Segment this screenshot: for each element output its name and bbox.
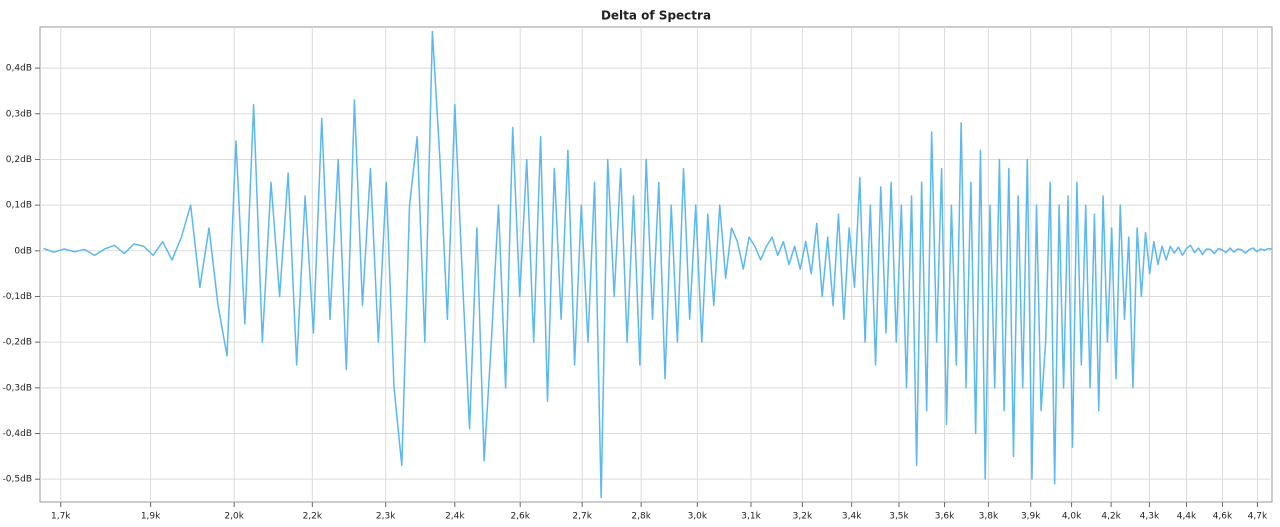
chart-title: Delta of Spectra [601, 9, 711, 23]
y-tick-label: 0,1dB [6, 201, 32, 211]
x-tick-label: 3,6k [935, 512, 955, 522]
x-tick-label: 3,9k [1021, 512, 1041, 522]
y-tick-label: -0,4dB [3, 429, 32, 439]
y-tick-label: -0,3dB [3, 383, 32, 393]
y-tick-label: -0,5dB [3, 475, 32, 485]
x-tick-label: 3,0k [688, 512, 708, 522]
data-line [43, 30, 1273, 499]
x-tick-label: 4,3k [1140, 512, 1160, 522]
x-tick-label: 3,1k [741, 512, 761, 522]
x-tick-label: 4,2k [1101, 512, 1121, 522]
y-tick-label: 0,3dB [6, 109, 32, 119]
x-tick-label: 2,6k [510, 512, 530, 522]
x-tick-label: 4,7k [1248, 512, 1268, 522]
x-tick-label: 2,0k [224, 512, 244, 522]
x-tick-label: 3,8k [979, 512, 999, 522]
y-tick-label: -0,1dB [3, 292, 32, 302]
y-tick-label: -0,2dB [3, 338, 32, 348]
y-tick-label: 0dB [14, 246, 32, 256]
y-tick-label: 0,2dB [6, 155, 32, 165]
x-tick-label: 3,5k [889, 512, 909, 522]
x-tick-label: 4,4k [1177, 512, 1197, 522]
x-tick-label: 4,6k [1213, 512, 1233, 522]
x-tick-label: 2,7k [572, 512, 592, 522]
x-tick-label: 2,8k [631, 512, 651, 522]
x-tick-label: 1,7k [51, 512, 71, 522]
x-tick-label: 2,4k [445, 512, 465, 522]
x-tick-label: 1,9k [141, 512, 161, 522]
x-tick-label: 3,2k [793, 512, 813, 522]
x-tick-label: 2,3k [376, 512, 396, 522]
plot-frame [39, 26, 1273, 503]
y-tick-label: 0,4dB [6, 64, 32, 74]
x-tick-label: 2,2k [303, 512, 323, 522]
x-tick-label: 3,4k [842, 512, 862, 522]
x-tick-label: 4,0k [1062, 512, 1082, 522]
